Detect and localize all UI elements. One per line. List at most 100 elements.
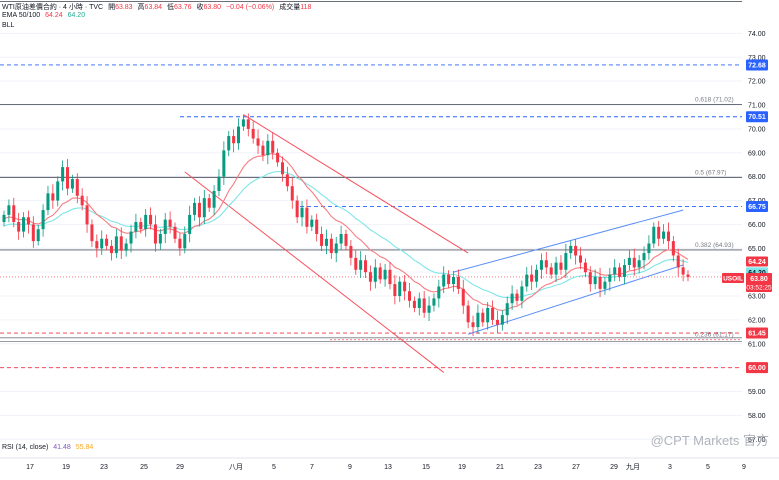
low-label: 低 bbox=[167, 4, 174, 11]
candle-body bbox=[638, 260, 641, 267]
candle-body bbox=[564, 253, 567, 270]
open-label: 開 bbox=[108, 4, 115, 11]
candle-body bbox=[183, 234, 186, 248]
candle-body bbox=[198, 203, 201, 217]
candle-body bbox=[467, 306, 470, 323]
candle-body bbox=[22, 217, 25, 231]
candle-body bbox=[164, 220, 167, 234]
candle-body bbox=[17, 222, 20, 232]
y-tick-label: 62.00 bbox=[748, 317, 766, 324]
candle-body bbox=[555, 263, 558, 275]
candle-body bbox=[193, 203, 196, 215]
candle-body bbox=[472, 322, 475, 327]
y-tick-label: 65.00 bbox=[748, 246, 766, 253]
fib-label: 0.382 (64.93) bbox=[695, 242, 734, 249]
candle-body bbox=[437, 286, 440, 298]
y-tick-label: 72.00 bbox=[748, 79, 766, 86]
x-tick-label: 23 bbox=[534, 464, 542, 471]
candle-body bbox=[608, 275, 611, 282]
candle-body bbox=[354, 258, 357, 270]
candle-body bbox=[169, 220, 172, 227]
candle-body bbox=[432, 298, 435, 305]
candle-body bbox=[222, 150, 225, 176]
candle-body bbox=[393, 284, 396, 296]
candle-body bbox=[296, 201, 299, 218]
candle-body bbox=[95, 241, 98, 248]
y-tick-label: 63.00 bbox=[748, 294, 766, 301]
candle-body bbox=[125, 244, 128, 251]
candle-body bbox=[217, 177, 220, 191]
candle-body bbox=[139, 222, 142, 229]
candle-body bbox=[369, 272, 372, 282]
candle-body bbox=[335, 244, 338, 254]
candle-body bbox=[623, 265, 626, 277]
candle-body bbox=[330, 239, 333, 253]
candle-body bbox=[90, 224, 93, 241]
candle-body bbox=[442, 275, 445, 287]
x-tick-label: 29 bbox=[176, 464, 184, 471]
rsi-value: 41.48 bbox=[53, 444, 71, 451]
change-value: −0.04 (−0.06%) bbox=[226, 4, 274, 11]
candle-body bbox=[476, 313, 479, 327]
y-tick-label: 66.00 bbox=[748, 222, 766, 229]
candle-body bbox=[662, 232, 665, 239]
price-tag-label: 63.80 bbox=[750, 276, 768, 283]
candle-body bbox=[501, 315, 504, 325]
fib-label: 0.618 (71.02) bbox=[695, 97, 734, 104]
x-tick-label: 九月 bbox=[626, 462, 640, 471]
candle-body bbox=[530, 275, 533, 282]
candle-body bbox=[51, 193, 54, 200]
high-label: 高 bbox=[138, 4, 145, 11]
y-tick-label: 61.00 bbox=[748, 341, 766, 348]
candle-body bbox=[12, 205, 15, 222]
x-tick-label: 19 bbox=[62, 464, 70, 471]
x-tick-label: 29 bbox=[610, 464, 618, 471]
candle-body bbox=[276, 153, 279, 163]
candle-body bbox=[105, 239, 108, 246]
candle-body bbox=[388, 270, 391, 284]
candle-body bbox=[257, 138, 260, 145]
candle-body bbox=[384, 270, 387, 280]
candle-body bbox=[643, 253, 646, 260]
candle-body bbox=[291, 186, 294, 200]
candle-body bbox=[677, 255, 680, 267]
candle-body bbox=[71, 179, 74, 189]
candle-body bbox=[61, 167, 64, 181]
candle-body bbox=[27, 217, 30, 224]
candle-body bbox=[613, 267, 616, 274]
candle-body bbox=[247, 119, 250, 129]
x-tick-label: 3 bbox=[668, 464, 672, 471]
fib-label: 0.5 (67.97) bbox=[695, 169, 726, 176]
candle-body bbox=[301, 208, 304, 218]
candle-body bbox=[667, 232, 670, 242]
candle-body bbox=[496, 320, 499, 325]
candle-body bbox=[652, 227, 655, 244]
level-tag-label: 60.00 bbox=[748, 365, 766, 372]
candle-body bbox=[535, 270, 538, 282]
candle-body bbox=[56, 181, 59, 200]
candle-body bbox=[159, 234, 162, 244]
candle-body bbox=[130, 232, 133, 244]
candle-body bbox=[281, 162, 284, 174]
candle-body bbox=[315, 220, 318, 234]
candle-body bbox=[149, 215, 152, 225]
level-tag-label: 61.45 bbox=[748, 331, 766, 338]
y-tick-label: 69.00 bbox=[748, 150, 766, 157]
x-tick-label: 5 bbox=[272, 464, 276, 471]
candle-body bbox=[178, 239, 181, 249]
candle-body bbox=[286, 174, 289, 186]
candle-body bbox=[261, 146, 264, 156]
candle-body bbox=[559, 263, 562, 270]
candle-body bbox=[203, 198, 206, 217]
bll-legend: BLL bbox=[2, 22, 17, 29]
candle-body bbox=[76, 179, 79, 196]
candle-body bbox=[603, 282, 606, 289]
level-tag-label: 70.51 bbox=[748, 114, 766, 121]
candle-body bbox=[364, 260, 367, 272]
candle-body bbox=[344, 234, 347, 246]
candle-body bbox=[134, 222, 137, 232]
symbol-tag-label: USOIL bbox=[723, 275, 743, 282]
candle-body bbox=[237, 127, 240, 144]
candle-body bbox=[647, 244, 650, 254]
